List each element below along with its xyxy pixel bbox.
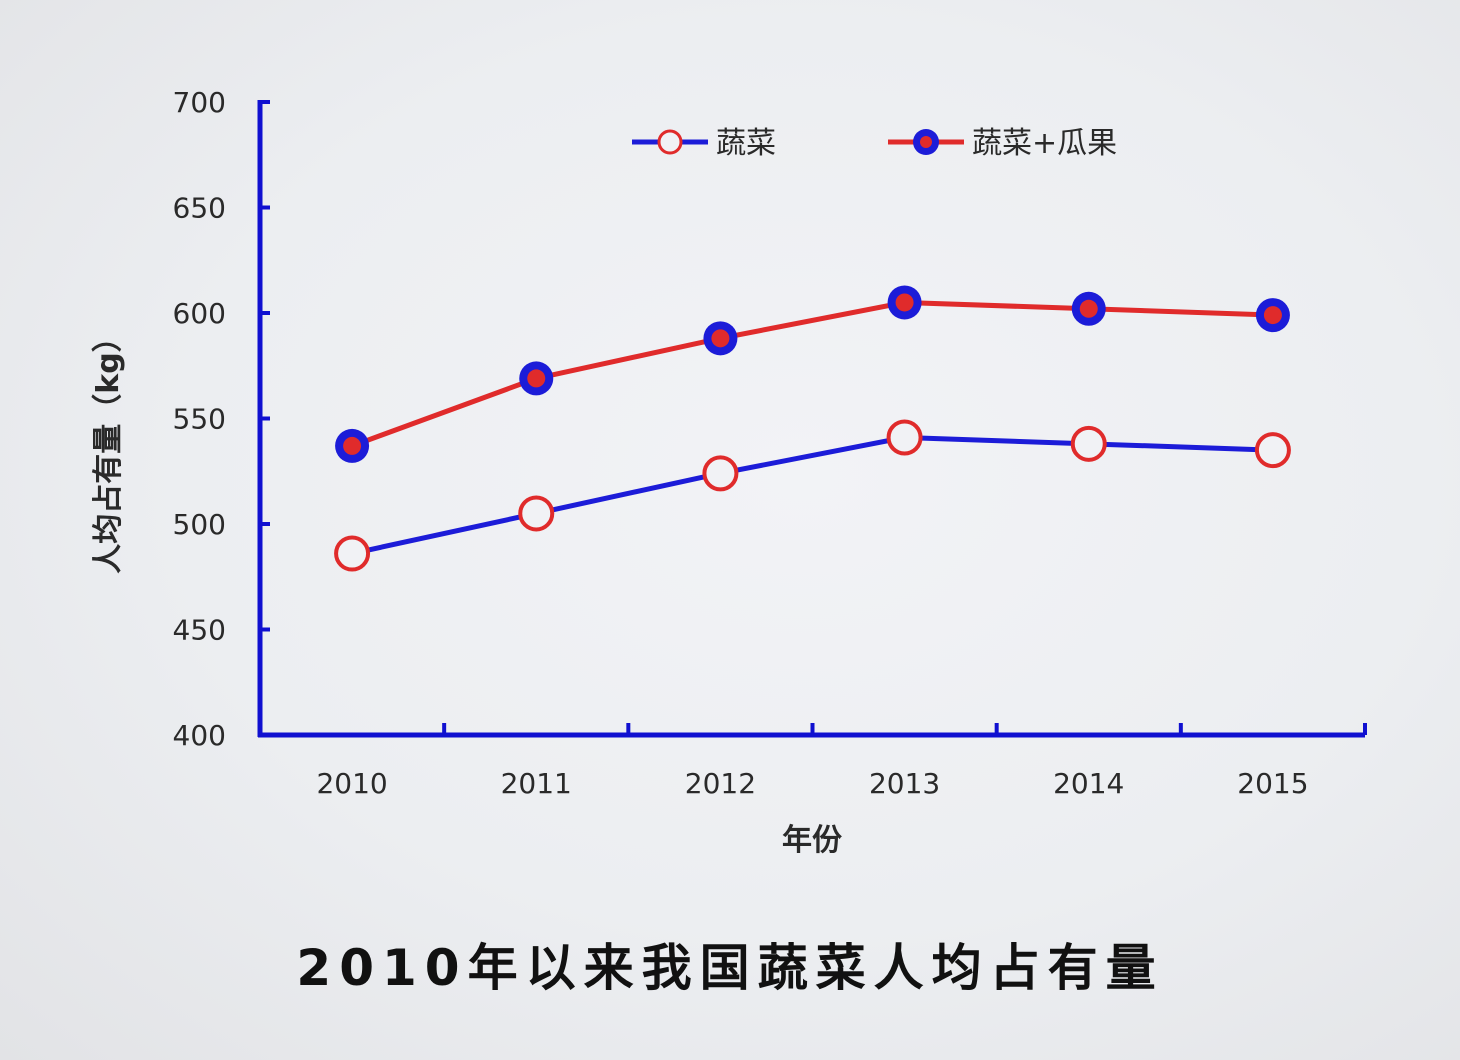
- data-point-center: [527, 369, 546, 388]
- data-point-center: [343, 436, 362, 455]
- y-tick-label: 500: [173, 508, 226, 541]
- legend-marker-center-2: [920, 136, 932, 148]
- y-tick-label: 400: [173, 719, 226, 752]
- x-tick-label: 2014: [1053, 767, 1124, 800]
- y-tick-label: 550: [173, 403, 226, 436]
- legend-label-1: 蔬菜: [716, 126, 776, 161]
- data-point: [518, 495, 555, 532]
- y-axis-title: 人均占有量（kg）: [91, 322, 126, 573]
- data-point-center: [895, 293, 914, 312]
- data-point: [334, 535, 371, 572]
- x-tick-label: 2012: [685, 767, 756, 800]
- legend-label-2: 蔬菜+瓜果: [972, 126, 1117, 161]
- y-tick-label: 650: [173, 192, 226, 225]
- x-tick-label: 2015: [1237, 767, 1308, 800]
- data-point-center: [711, 329, 730, 348]
- series-group: [334, 285, 1291, 572]
- data-point: [702, 455, 739, 492]
- x-tick-label: 2013: [869, 767, 940, 800]
- y-tick-label: 600: [173, 297, 226, 330]
- series-line-1: [349, 434, 1276, 557]
- x-axis-title: 年份: [782, 823, 842, 858]
- x-tick-label: 2011: [501, 767, 572, 800]
- legend-marker-1: [657, 129, 683, 155]
- data-point-center: [1263, 306, 1282, 325]
- data-point-center: [1079, 299, 1098, 318]
- y-tick-label: 450: [173, 614, 226, 647]
- legend: 蔬菜 蔬菜+瓜果: [632, 126, 1117, 161]
- data-point: [1254, 432, 1291, 469]
- data-point: [886, 419, 923, 456]
- y-tick-label: 700: [173, 86, 226, 119]
- x-tick-label: 2010: [316, 767, 387, 800]
- axes: 400 450 500 550 600 650 700 2010 2011 2012 2013 201…: [173, 86, 1367, 800]
- series-line-2: [349, 299, 1276, 449]
- data-point: [1070, 425, 1107, 462]
- chart-title: 2010年以来我国蔬菜人均占有量: [296, 939, 1164, 997]
